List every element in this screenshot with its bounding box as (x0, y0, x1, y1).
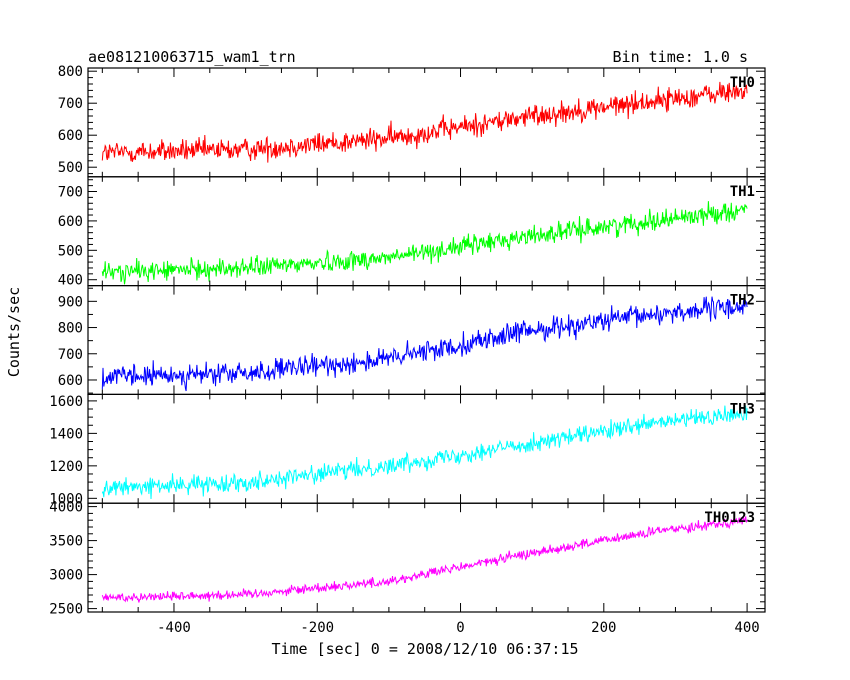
x-tick-label: 400 (734, 620, 759, 636)
y-tick-label: 1200 (49, 459, 83, 475)
panel-th2: 600 700 800 900 TH2 (58, 285, 766, 396)
y-tick-label: 3500 (49, 534, 83, 550)
x-tick-label: -200 (300, 620, 334, 636)
panel-name-label: TH1 (730, 184, 755, 200)
panel-frame (87, 502, 766, 613)
y-tick-label: 1400 (49, 426, 83, 442)
series-line-th3 (101, 405, 748, 500)
y-axis-label: Counts/sec (5, 287, 23, 377)
series-line-th1 (101, 201, 748, 285)
y-tick-label: 800 (58, 321, 83, 337)
panel-name-label: TH0123 (704, 510, 755, 526)
y-tick-label: 600 (58, 214, 83, 230)
series-line-th0123 (101, 516, 748, 603)
y-tick-label: 600 (58, 373, 83, 389)
y-tick-label: 4000 (49, 500, 83, 516)
y-tick-label: 700 (58, 347, 83, 363)
y-tick-label: 800 (58, 64, 83, 80)
x-axis-label: Time [sec] 0 = 2008/12/10 06:37:15 (271, 640, 578, 658)
y-tick-label: 3000 (49, 568, 83, 584)
chart-title-left: ae081210063715_wam1_trn (88, 48, 296, 66)
x-tick-label: 200 (591, 620, 616, 636)
panel-name-label: TH0 (730, 75, 755, 91)
y-tick-label: 2500 (49, 602, 83, 618)
chart-title-right: Bin time: 1.0 s (613, 48, 748, 66)
series-line-th0 (101, 81, 748, 163)
y-tick-label: 500 (58, 160, 83, 176)
y-tick-label: 900 (58, 294, 83, 310)
panel-th1: 400 500 600 700 TH1 (58, 176, 766, 289)
panel-frame (87, 176, 766, 287)
panels-group: 500 600 700 800 TH0 400 500 600 700 TH1 600 700 800 9… (49, 64, 766, 636)
y-tick-label: 1600 (49, 394, 83, 410)
series-line-th2 (101, 296, 748, 392)
y-tick-label: 700 (58, 185, 83, 201)
panel-name-label: TH3 (730, 401, 755, 417)
y-tick-label: 1000 (49, 491, 83, 507)
y-tick-label: 700 (58, 96, 83, 112)
panel-th3: 1000 1200 1400 1600 TH3 (49, 393, 766, 507)
y-tick-label: 500 (58, 243, 83, 259)
panel-th0: 500 600 700 800 TH0 (58, 64, 766, 178)
panel-frame (87, 67, 766, 178)
y-tick-label: 400 (58, 273, 83, 289)
x-tick-label: 0 (456, 620, 464, 636)
panel-name-label: TH2 (730, 293, 755, 309)
x-tick-label: -400 (157, 620, 191, 636)
y-tick-label: 600 (58, 128, 83, 144)
panel-th0123: 2500 3000 3500 4000 TH0123 (49, 500, 766, 618)
